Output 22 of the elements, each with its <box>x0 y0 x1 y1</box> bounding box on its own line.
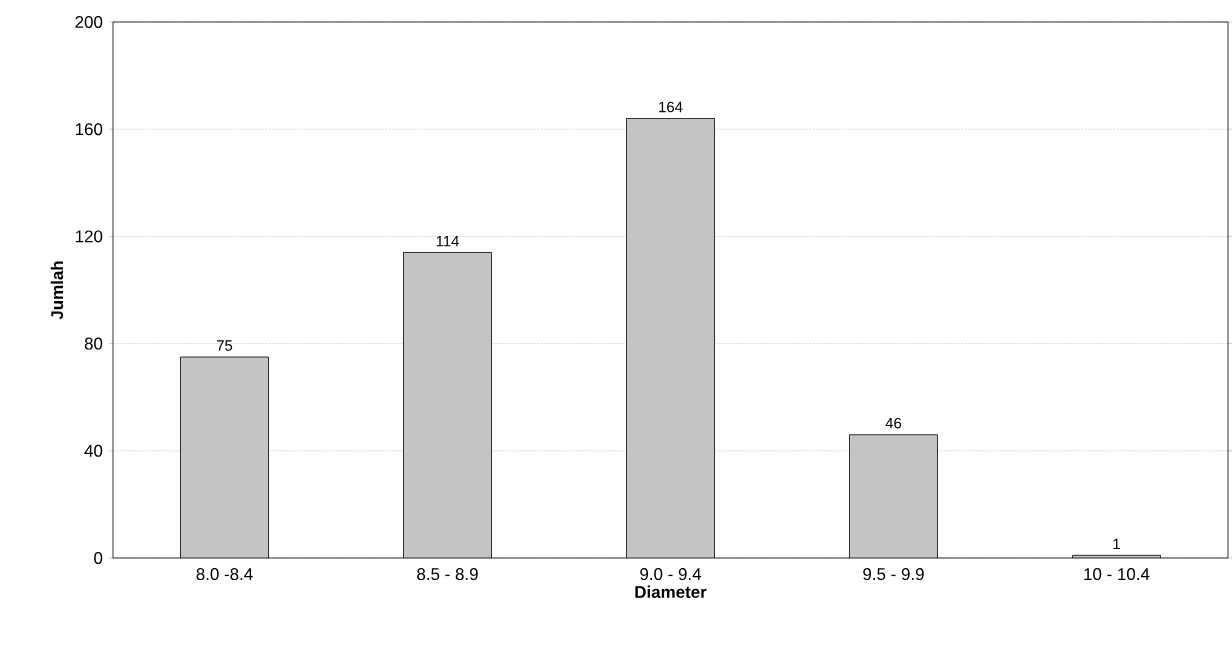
y-tick-label: 120 <box>75 230 103 243</box>
data-label: 164 <box>659 101 683 113</box>
x-tick-label: 8.5 - 8.9 <box>417 568 478 581</box>
x-tick-label: 9.5 - 9.9 <box>863 568 924 581</box>
bar <box>180 356 269 558</box>
x-tick-label: 8.0 -8.4 <box>196 568 253 581</box>
y-tick-label: 80 <box>84 337 103 350</box>
y-tick-label: 200 <box>75 15 103 28</box>
x-tick-label: 9.0 - 9.4 <box>640 568 702 581</box>
y-axis-title: Jumlah <box>50 261 64 320</box>
x-axis-title: Diameter <box>635 585 707 599</box>
bar <box>626 118 715 558</box>
data-label: 75 <box>216 340 233 351</box>
data-label: 46 <box>885 417 902 429</box>
y-tick-label: 160 <box>75 123 103 136</box>
bar <box>849 434 938 558</box>
y-tick-label: 40 <box>84 444 103 457</box>
bar <box>403 252 492 558</box>
data-label: 114 <box>436 235 459 247</box>
y-tick-label: 0 <box>94 552 103 564</box>
data-label: 1 <box>1113 538 1120 550</box>
x-tick-label: 10 - 10.4 <box>1084 568 1150 581</box>
